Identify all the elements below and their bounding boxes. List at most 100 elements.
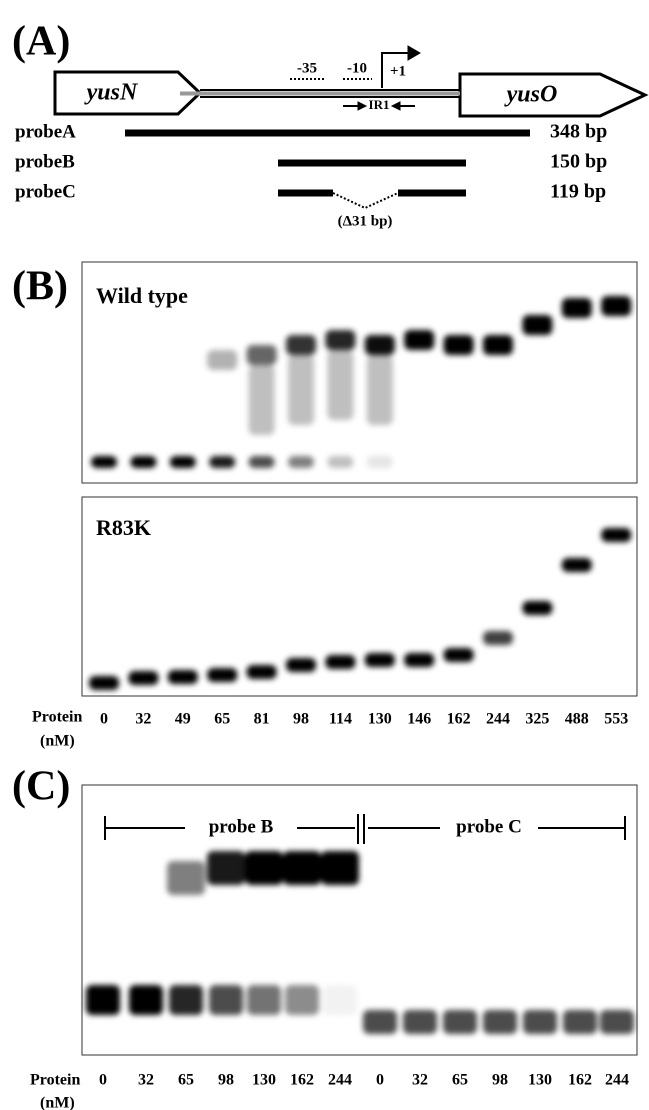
lane-label: 146 — [407, 711, 431, 728]
gel-band — [248, 456, 275, 468]
probe-size: 348 bp — [550, 121, 607, 143]
gel-band — [248, 365, 275, 435]
gene-name: yusO — [504, 82, 558, 108]
gel-band — [245, 851, 283, 885]
gel-band — [443, 335, 474, 355]
gel-band — [522, 601, 553, 615]
gel-band — [246, 665, 277, 679]
gel-band — [323, 985, 357, 1015]
panel-label: (A) — [12, 19, 70, 65]
lane-label: 49 — [175, 711, 191, 728]
gel-band — [364, 335, 395, 355]
gel-band — [169, 985, 203, 1015]
gel-band — [209, 985, 243, 1015]
gel-band — [91, 456, 117, 468]
gel-bands — [86, 296, 634, 1034]
gel-band — [246, 345, 277, 365]
gel-band — [286, 658, 316, 672]
gel-band — [483, 631, 513, 645]
gel-band — [321, 851, 359, 885]
gel-band — [169, 456, 196, 468]
gel-band — [128, 671, 159, 685]
gel-band — [288, 355, 314, 425]
gene-map — [53, 45, 649, 210]
gel-band — [129, 985, 163, 1015]
probe-name: probeA — [15, 121, 76, 142]
deletion-label: (Δ31 bp) — [338, 213, 393, 229]
lane-label: 130 — [252, 1072, 276, 1089]
lane-label: 162 — [447, 711, 471, 728]
gel-band — [167, 670, 198, 684]
lane-label: 32 — [138, 1072, 154, 1089]
lane-label: 65 — [214, 711, 230, 728]
gel-band — [247, 985, 281, 1015]
lane-axis-unit: (nM) — [40, 733, 75, 750]
gel-band — [288, 456, 314, 468]
group-label: probe C — [456, 816, 522, 837]
lane-label: 488 — [565, 711, 589, 728]
gel-band — [403, 1010, 437, 1034]
gene-name: yusN — [84, 80, 139, 106]
lane-axis-label: Protein — [32, 709, 82, 726]
lane-label: 130 — [368, 711, 392, 728]
gel-band — [600, 1010, 634, 1034]
lane-label: 65 — [178, 1072, 194, 1089]
lane-label: 65 — [452, 1072, 468, 1089]
gel-band — [601, 296, 632, 316]
probe-size: 119 bp — [550, 181, 606, 203]
promoter-label: +1 — [390, 63, 406, 79]
repeat-label: IR1 — [369, 97, 390, 112]
gel-band — [327, 350, 354, 420]
gel-band — [207, 350, 238, 370]
lane-label: 553 — [604, 711, 628, 728]
lane-label: 98 — [492, 1072, 508, 1089]
lane-label: 0 — [100, 711, 108, 728]
gel-band — [283, 851, 321, 885]
lane-label: 0 — [99, 1072, 107, 1089]
lane-label: 98 — [218, 1072, 234, 1089]
probe-name: probeB — [15, 151, 75, 172]
gel-band — [483, 335, 513, 355]
gel-band — [325, 655, 356, 669]
gel-band — [483, 1010, 517, 1034]
gel-band — [86, 985, 120, 1015]
gel-band — [167, 861, 205, 895]
lane-label: 114 — [329, 711, 352, 728]
lane-label: 81 — [254, 711, 270, 728]
promoter-label: -35 — [297, 60, 317, 76]
gel-band — [404, 330, 435, 350]
gel-band — [443, 1010, 477, 1034]
panel-label: (C) — [12, 764, 70, 810]
gel-band — [366, 355, 393, 425]
lane-label: 244 — [328, 1072, 352, 1089]
lane-label: 98 — [293, 711, 309, 728]
lane-label: 0 — [376, 1072, 384, 1089]
bracket-gap — [440, 818, 538, 838]
gel-band — [561, 558, 592, 572]
probe-size: 150 bp — [550, 151, 607, 173]
gel-band — [325, 330, 356, 350]
gel-band — [366, 456, 393, 468]
lane-label: 32 — [135, 711, 151, 728]
lane-label: 244 — [486, 711, 510, 728]
gel-band — [286, 335, 316, 355]
gel-band — [209, 456, 236, 468]
gel-band — [327, 456, 354, 468]
gel-band — [561, 298, 592, 318]
gel-band — [522, 315, 553, 335]
gel-band — [523, 1010, 557, 1034]
lane-label: 32 — [412, 1072, 428, 1089]
gel-band — [363, 1010, 397, 1034]
gel-band — [130, 456, 157, 468]
lane-label: 244 — [605, 1072, 629, 1089]
gel-band — [207, 851, 245, 885]
bracket-gap — [185, 818, 297, 838]
lane-axis-label: Protein — [30, 1072, 80, 1089]
gel-band — [601, 528, 632, 542]
lane-label: 130 — [528, 1072, 552, 1089]
gel-band — [207, 668, 238, 682]
gel-band — [89, 676, 119, 690]
gel-band — [364, 653, 395, 667]
gel-title: R83K — [96, 515, 151, 540]
